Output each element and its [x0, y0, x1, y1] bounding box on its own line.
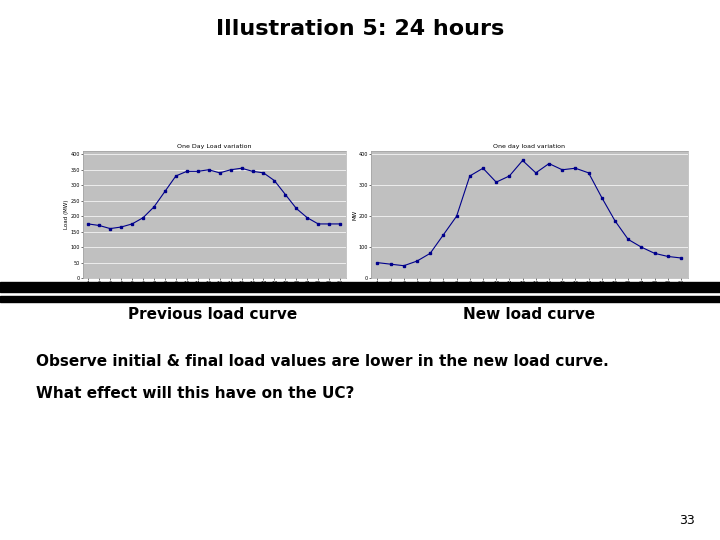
X-axis label: Time (hr): Time (hr): [202, 287, 227, 292]
Text: What effect will this have on the UC?: What effect will this have on the UC?: [36, 386, 354, 401]
Text: New load curve: New load curve: [463, 307, 595, 322]
Text: Observe initial & final load values are lower in the new load curve.: Observe initial & final load values are …: [36, 354, 608, 369]
Text: Illustration 5: 24 hours: Illustration 5: 24 hours: [216, 19, 504, 39]
Title: One Day Load variation: One Day Load variation: [177, 144, 251, 150]
X-axis label: Hour: Hour: [523, 287, 536, 292]
Title: One day load variation: One day load variation: [493, 144, 565, 150]
Y-axis label: MW: MW: [352, 210, 357, 220]
Text: 33: 33: [679, 514, 695, 526]
Y-axis label: Load (MW): Load (MW): [64, 200, 69, 230]
Text: Previous load curve: Previous load curve: [127, 307, 297, 322]
